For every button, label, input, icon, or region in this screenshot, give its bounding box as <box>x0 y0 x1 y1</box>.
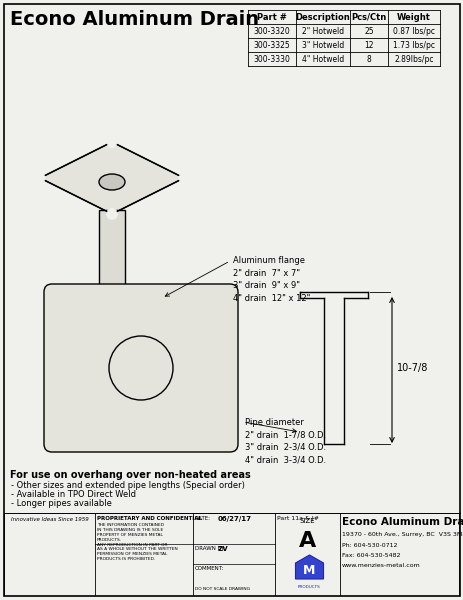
Text: 8: 8 <box>366 55 370 64</box>
Text: Part 11a & J#: Part 11a & J# <box>276 516 319 521</box>
Text: 2" Hotweld: 2" Hotweld <box>301 26 344 35</box>
Text: Pcs/Ctn: Pcs/Ctn <box>350 13 386 22</box>
Text: 300-3325: 300-3325 <box>253 41 290 50</box>
Text: Aluminum flange
2" drain  7" x 7"
3" drain  9" x 9"
4" drain  12" x 12": Aluminum flange 2" drain 7" x 7" 3" drai… <box>232 256 310 302</box>
Text: 06/27/17: 06/27/17 <box>218 516 251 522</box>
Text: Fax: 604-530-5482: Fax: 604-530-5482 <box>341 553 400 558</box>
Text: For use on overhang over non-heated areas: For use on overhang over non-heated area… <box>10 470 250 480</box>
Text: DO NOT SCALE DRAWING: DO NOT SCALE DRAWING <box>194 587 250 591</box>
Text: A: A <box>298 531 315 551</box>
Text: 3" Hotweld: 3" Hotweld <box>301 41 344 50</box>
Text: 1.73 lbs/pc: 1.73 lbs/pc <box>392 41 434 50</box>
Text: 10-7/8: 10-7/8 <box>396 363 427 373</box>
Text: THE INFORMATION CONTAINED
IN THIS DRAWING IS THE SOLE
PROPERTY OF MENZIES METAL
: THE INFORMATION CONTAINED IN THIS DRAWIN… <box>97 523 177 561</box>
Text: Part #: Part # <box>257 13 286 22</box>
Circle shape <box>34 172 46 184</box>
Text: ZV: ZV <box>218 546 228 552</box>
Text: 25: 25 <box>363 26 373 35</box>
Circle shape <box>106 208 118 220</box>
Text: PROPRIETARY AND CONFIDENTIAL: PROPRIETARY AND CONFIDENTIAL <box>97 516 201 521</box>
Text: 0.87 lbs/pc: 0.87 lbs/pc <box>392 26 434 35</box>
Text: M: M <box>303 565 315 577</box>
Text: - Available in TPO Direct Weld: - Available in TPO Direct Weld <box>11 490 136 499</box>
Text: - Longer pipes available: - Longer pipes available <box>11 499 112 508</box>
Text: Pipe diameter
2" drain  1-7/8 O.D.
3" drain  2-3/4 O.D.
4" drain  3-3/4 O.D.: Pipe diameter 2" drain 1-7/8 O.D. 3" dra… <box>244 418 325 464</box>
Text: Description: Description <box>295 13 350 22</box>
Circle shape <box>178 172 189 184</box>
Text: 2.89lbs/pc: 2.89lbs/pc <box>394 55 433 64</box>
Polygon shape <box>40 142 184 214</box>
Polygon shape <box>295 555 323 579</box>
Text: COMMENT:: COMMENT: <box>194 566 224 571</box>
Text: Econo Aluminum Drain: Econo Aluminum Drain <box>10 10 258 29</box>
Text: - Other sizes and extended pipe lengths (Special order): - Other sizes and extended pipe lengths … <box>11 481 244 490</box>
Text: Ph: 604-530-0712: Ph: 604-530-0712 <box>341 543 397 548</box>
Text: Innovative Ideas Since 1959: Innovative Ideas Since 1959 <box>11 517 88 522</box>
Text: 4" Hotweld: 4" Hotweld <box>301 55 344 64</box>
Text: 300-3330: 300-3330 <box>253 55 290 64</box>
Text: Weight: Weight <box>396 13 430 22</box>
Text: 12: 12 <box>363 41 373 50</box>
Text: www.menzies-metal.com: www.menzies-metal.com <box>341 563 420 568</box>
Ellipse shape <box>99 174 125 190</box>
Circle shape <box>106 136 118 148</box>
Text: SIZE: SIZE <box>299 518 315 524</box>
Text: DATE:: DATE: <box>194 516 211 521</box>
Text: 19370 - 60th Ave., Surrey, BC  V3S 3M2: 19370 - 60th Ave., Surrey, BC V3S 3M2 <box>341 532 463 537</box>
Text: PRODUCTS: PRODUCTS <box>298 585 320 589</box>
Bar <box>99 210 125 285</box>
Text: Econo Aluminum Drain: Econo Aluminum Drain <box>341 517 463 527</box>
FancyBboxPatch shape <box>44 284 238 452</box>
Text: 300-3320: 300-3320 <box>253 26 290 35</box>
Text: DRAWN BY:: DRAWN BY: <box>194 546 225 551</box>
